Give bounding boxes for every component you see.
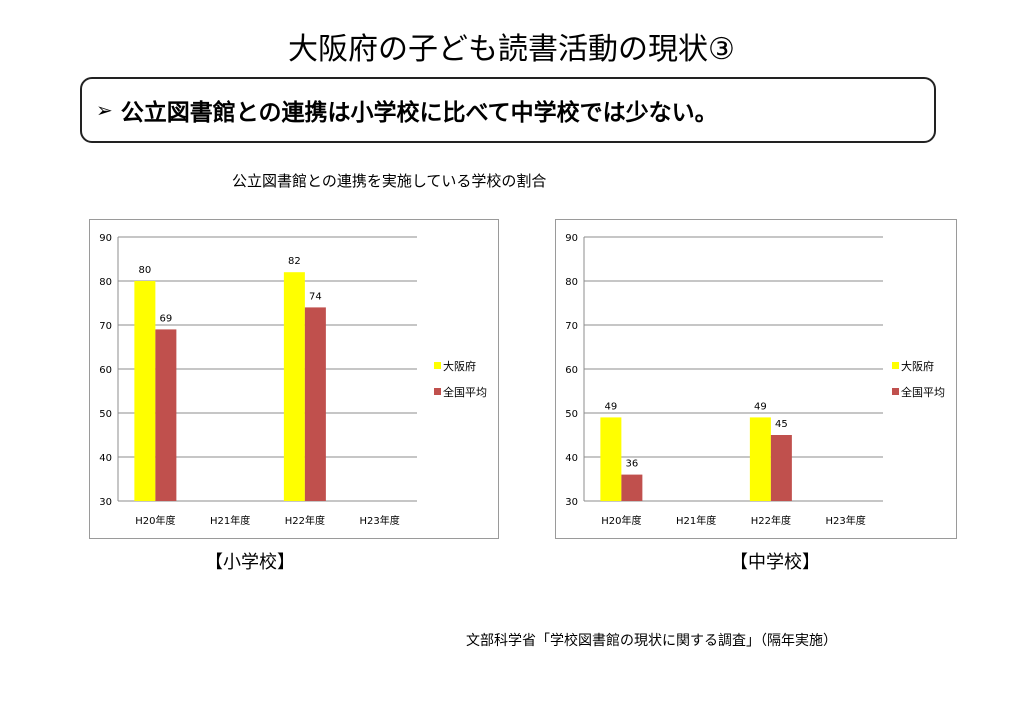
source-note: 文部科学省「学校図書館の現状に関する調査」（隔年実施） (466, 633, 837, 649)
data-label: 82 (288, 256, 301, 267)
data-label: 45 (775, 419, 788, 430)
legend-label: 全国平均 (901, 385, 945, 399)
legend-swatch (892, 362, 899, 369)
elementary-school-chart: 30 40 50 60 70 80 90 H20年度 80 69 H21年度 H22年度 82 74 H23… (89, 219, 499, 539)
bar (283, 272, 305, 501)
y-tick-label: 90 (99, 233, 112, 244)
y-tick-label: 60 (565, 365, 578, 376)
data-label: 80 (139, 265, 152, 276)
junior-high-school-chart: 30 40 50 60 70 80 90 H20年度 49 36 H21年度 H22年度 49 45 H23… (555, 219, 957, 539)
bar (134, 281, 156, 501)
y-tick-label: 80 (565, 277, 578, 288)
legend-swatch (434, 362, 441, 369)
legend-label: 全国平均 (443, 385, 487, 399)
x-tick-label: H22年度 (285, 514, 325, 527)
x-tick-label: H21年度 (210, 514, 250, 527)
data-label: 74 (309, 291, 322, 302)
legend-label: 大阪府 (901, 359, 934, 373)
bar (621, 474, 643, 501)
y-tick-label: 30 (565, 497, 578, 508)
page-title: 大阪府の子ども読書活動の現状③ (288, 32, 735, 67)
x-tick-label: H22年度 (751, 514, 791, 527)
bar (770, 435, 792, 501)
data-label: 36 (626, 459, 639, 470)
data-label: 69 (160, 313, 173, 324)
data-label: 49 (605, 401, 618, 412)
y-tick-label: 70 (565, 321, 578, 332)
y-tick-label: 40 (99, 453, 112, 464)
chart-svg: 30 40 50 60 70 80 90 H20年度 80 69 H21年度 H22年度 82 74 H23… (99, 233, 487, 527)
bar (155, 329, 177, 501)
callout-box: ➢ 公立図書館との連携は小学校に比べて中学校では少ない。 (80, 77, 936, 143)
x-tick-label: H20年度 (135, 514, 175, 527)
x-tick-label: H20年度 (601, 514, 641, 527)
x-tick-label: H23年度 (826, 514, 866, 527)
x-tick-label: H23年度 (360, 514, 400, 527)
y-tick-label: 90 (565, 233, 578, 244)
y-tick-label: 80 (99, 277, 112, 288)
y-tick-label: 60 (99, 365, 112, 376)
arrow-bullet-icon: ➢ (96, 98, 113, 122)
y-tick-label: 40 (565, 453, 578, 464)
callout-text: 公立図書館との連携は小学校に比べて中学校では少ない。 (120, 100, 718, 126)
x-tick-label: H21年度 (676, 514, 716, 527)
bar (304, 307, 326, 501)
bar (749, 417, 771, 501)
y-tick-label: 30 (99, 497, 112, 508)
bar (600, 417, 622, 501)
elementary-chart-caption: 【小学校】 (205, 552, 295, 573)
chart-svg: 30 40 50 60 70 80 90 H20年度 49 36 H21年度 H22年度 49 45 H23… (565, 233, 945, 527)
legend-swatch (892, 388, 899, 395)
chart-subtitle: 公立図書館との連携を実施している学校の割合 (232, 172, 547, 190)
y-tick-label: 70 (99, 321, 112, 332)
y-tick-label: 50 (565, 409, 578, 420)
data-label: 49 (754, 401, 767, 412)
legend-swatch (434, 388, 441, 395)
junior-high-chart-caption: 【中学校】 (730, 552, 820, 573)
y-tick-label: 50 (99, 409, 112, 420)
legend-label: 大阪府 (443, 359, 476, 373)
